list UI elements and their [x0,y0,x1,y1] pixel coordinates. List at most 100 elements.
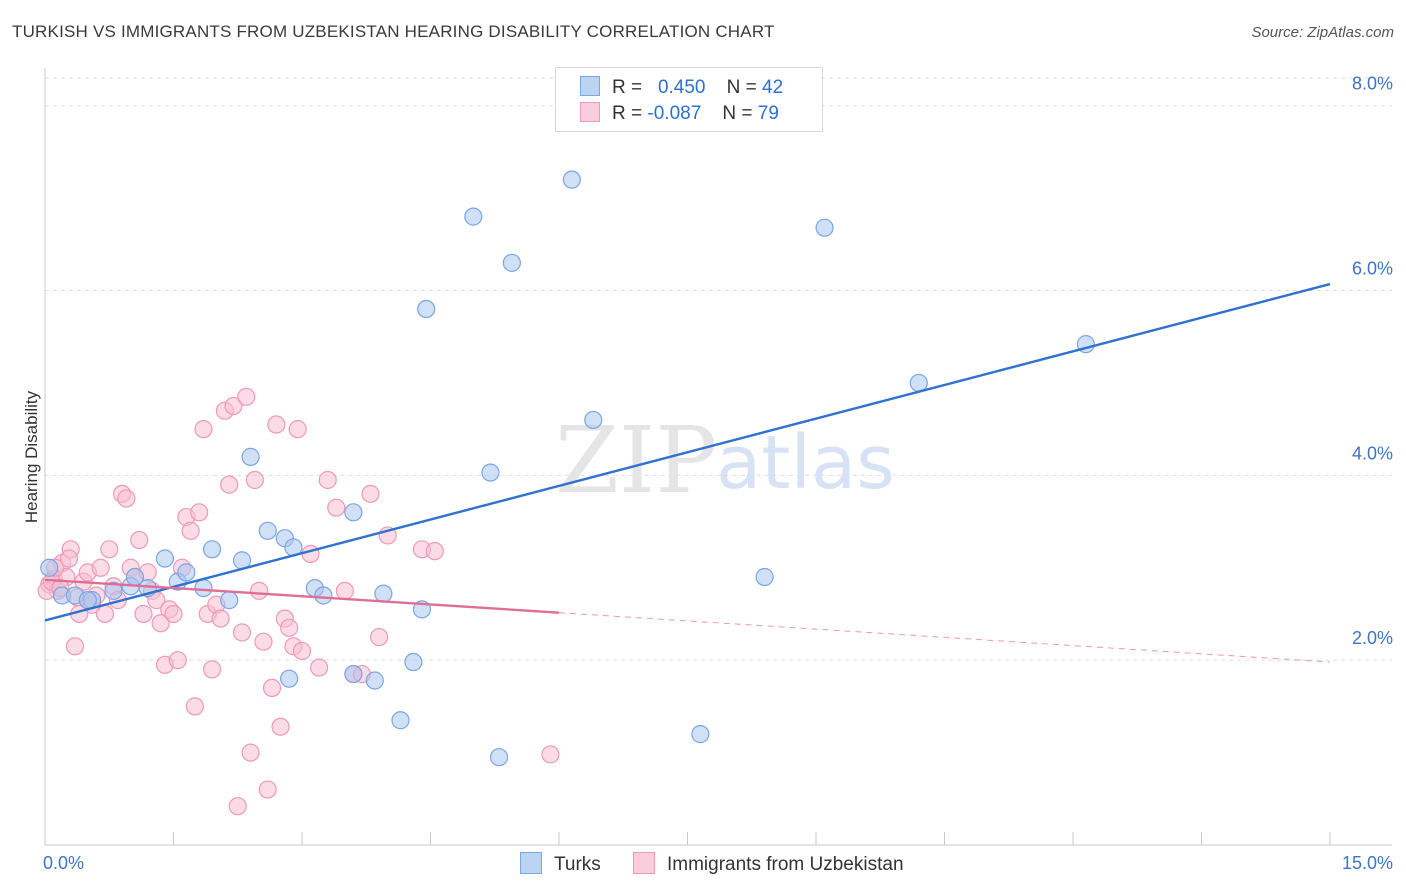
bottom-legend-uzbek: Immigrants from Uzbekistan [633,852,904,876]
bottom-legend-label-uzbek: Immigrants from Uzbekistan [667,854,904,875]
turks-point [258,521,277,540]
uzbek-point [190,503,209,522]
uzbek-point [185,697,205,716]
x-tick-label: 15.0% [1342,853,1393,873]
uzbek-point [202,660,222,679]
trend-layer [44,282,1331,663]
uzbek-point [370,627,389,647]
y-tick-label: 6.0% [1352,259,1393,279]
legend-n-label: N = [722,103,753,124]
uzbek-point [250,581,269,600]
uzbek-point [280,618,299,637]
turks-point [464,207,483,226]
turks-point [202,540,222,559]
uzbek-point [254,632,273,651]
source-label: Source: ZipAtlas.com [1251,24,1394,41]
uzbek-point [134,604,153,624]
legend-r-label: R = [612,77,643,98]
legend-swatch-uzbek [580,102,600,122]
uzbek-point [100,540,119,559]
uzbek-point [59,549,79,568]
legend-n-label: N = [726,77,757,98]
uzbek-point [232,623,252,642]
turks-point [78,591,97,610]
uzbek-point [130,530,149,550]
uzbek-point [288,420,307,439]
chart-title: TURKISH VS IMMIGRANTS FROM UZBEKISTAN HE… [12,22,775,41]
turks-point [391,711,410,730]
turks-point [417,299,436,319]
uzbek-point [224,396,243,416]
uzbek-point [194,420,213,439]
turks-point [194,579,213,598]
grid-layer [45,77,1392,661]
uzbek-point [361,484,380,503]
y-tick-label: 4.0% [1352,443,1393,463]
turks-point [481,463,500,482]
bottom-swatch-uzbek [633,852,655,874]
uzbek-point [318,470,337,490]
uzbek-point [91,558,110,577]
turks-point [365,671,384,690]
turks-point [344,664,363,684]
uzbek-point [271,717,290,736]
bottom-legend-label-turks: Turks [554,854,601,875]
uzbek-point [181,521,200,540]
uzbek-point [425,542,444,561]
uzbek-point [301,544,320,564]
uzbek-point [327,498,346,517]
turks-point [314,586,333,605]
turks-point [177,563,196,582]
turks-trend-line [44,282,1331,622]
uzbek-point [310,658,329,677]
legend-row-turks: R = 0.450 N = 42 [580,76,783,100]
uzbek-point [262,678,282,698]
uzbek-point [220,475,239,494]
axes-layer [44,68,1392,846]
turks-point [40,558,59,577]
uzbek-point [258,780,277,799]
turks-point [909,373,928,393]
uzbek-point [237,387,256,406]
uzbek-point [241,743,260,762]
turks-point [489,748,509,767]
tick-labels-layer: 2.0% 4.0% 6.0% 8.0% 0.0% 15.0% [43,74,1393,873]
uzbek-point [211,609,230,628]
turks-point [220,591,239,610]
legend-r-label: R = [612,103,643,124]
uzbek-point [267,415,286,434]
uzbek-point [117,489,136,508]
turks-point [404,652,423,672]
bottom-swatch-turks [520,852,542,874]
uzbek-point [168,651,187,670]
watermark: ZIP atlas [555,407,895,514]
uzbek-trend-line [44,578,560,614]
turks-point [241,447,260,466]
watermark-atlas: atlas [716,420,895,506]
turks-point [691,725,710,744]
legend-r-value-turks: 0.450 [657,77,706,98]
legend-r-value-uzbek: -0.087 [647,103,702,124]
uzbek-point [245,470,264,490]
turks-point [502,253,521,272]
uzbek-point [541,745,560,764]
legend-n-value-uzbek: 79 [757,103,779,124]
y-tick-label: 2.0% [1352,628,1393,648]
turks-point [344,503,363,522]
uzbek-trend-extension [558,612,1331,663]
turks-point [562,170,581,189]
turks-point [815,218,834,237]
uzbek-point [65,637,85,656]
uzbek-point [292,641,312,661]
turks-point [584,410,603,430]
y-tick-label: 8.0% [1352,74,1393,94]
legend-row-uzbek: R = -0.087 N = 79 [580,102,779,126]
turks-point [374,584,393,603]
uzbek-point [164,604,183,624]
legend-n-value-turks: 42 [762,77,784,98]
turks-point [755,567,774,587]
uzbek-point [228,797,247,816]
uzbek-point [151,614,170,633]
turks-point [280,669,299,688]
